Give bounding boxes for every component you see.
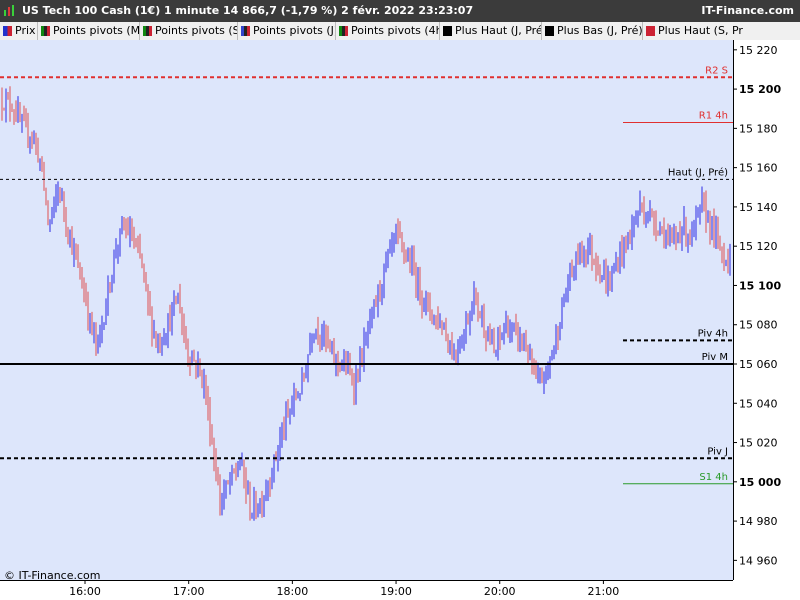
- level-label: S1 4h: [699, 472, 728, 483]
- legend-item-plus-haut-j[interactable]: Plus Haut (J, Pré): [440, 22, 542, 40]
- y-tick-label: 15 200: [739, 83, 781, 96]
- x-tick-label: 21:00: [588, 585, 620, 598]
- x-tick-label: 19:00: [380, 585, 412, 598]
- y-tick-label: 15 080: [739, 319, 778, 332]
- y-tick-label: 15 220: [739, 44, 778, 57]
- title-bar: US Tech 100 Cash (1€) 1 minute 14 866,7 …: [0, 0, 800, 22]
- pivot-swatch-icon: [41, 26, 50, 36]
- level-swatch-icon: [646, 26, 655, 36]
- y-tick-label: 15 180: [739, 122, 778, 135]
- y-tick-label: 15 140: [739, 201, 778, 214]
- legend-bar: Prix Points pivots (M) Points pivots (S)…: [0, 22, 800, 41]
- brand-name: IT-Finance.com: [701, 4, 794, 17]
- x-tick-label: 16:00: [69, 585, 101, 598]
- candlestick-chart-icon: [4, 5, 14, 16]
- level-swatch-icon: [443, 26, 452, 36]
- level-label: Piv J: [707, 446, 728, 457]
- price-swatch-icon: [3, 26, 12, 36]
- x-tick-label: 17:00: [173, 585, 205, 598]
- legend-item-prix[interactable]: Prix: [0, 22, 38, 40]
- legend-item-pivots-4h[interactable]: Points pivots (4h): [336, 22, 440, 40]
- price-bars: [1, 86, 731, 521]
- x-axis: 16:00 17:00 18:00 19:00 20:00 21:00: [0, 580, 733, 598]
- level-label: R1 4h: [699, 110, 728, 121]
- legend-item-plus-bas-j[interactable]: Plus Bas (J, Pré): [542, 22, 643, 40]
- level-label: R2 S: [705, 65, 728, 76]
- pivot-levels: R2 S R1 4h Haut (J, Pré) Piv 4h Piv M Piv J S1…: [0, 65, 733, 485]
- level-label: Piv M: [702, 352, 728, 363]
- y-tick-label: 15 120: [739, 240, 778, 253]
- y-tick-label: 15 000: [739, 476, 781, 489]
- chart-title: US Tech 100 Cash (1€) 1 minute 14 866,7 …: [22, 4, 474, 17]
- level-label: Haut (J, Pré): [668, 166, 728, 178]
- y-tick-label: 15 060: [739, 358, 778, 371]
- pivot-swatch-icon: [339, 26, 348, 36]
- x-tick-label: 20:00: [484, 585, 516, 598]
- y-tick-label: 14 980: [739, 515, 778, 528]
- level-label: Piv 4h: [698, 328, 728, 339]
- y-tick-label: 14 960: [739, 554, 778, 567]
- legend-item-plus-haut-s[interactable]: Plus Haut (S, Pr: [643, 22, 800, 40]
- y-axis: 14 960 14 980 15 000 15 020 15 040 15 060 15 0…: [733, 40, 781, 580]
- price-chart[interactable]: R2 S R1 4h Haut (J, Pré) Piv 4h Piv M Piv J S1…: [0, 40, 800, 600]
- level-swatch-icon: [545, 26, 554, 36]
- y-tick-label: 15 160: [739, 162, 778, 175]
- pivot-swatch-icon: [241, 26, 250, 36]
- legend-item-pivots-s[interactable]: Points pivots (S): [140, 22, 238, 40]
- pivot-swatch-icon: [143, 26, 152, 36]
- watermark: © IT-Finance.com: [4, 569, 101, 582]
- y-tick-label: 15 040: [739, 397, 778, 410]
- x-tick-label: 18:00: [277, 585, 309, 598]
- y-tick-label: 15 100: [739, 279, 781, 292]
- y-tick-label: 15 020: [739, 437, 778, 450]
- legend-item-pivots-m[interactable]: Points pivots (M): [38, 22, 140, 40]
- plot-area[interactable]: [0, 40, 733, 580]
- legend-item-pivots-j[interactable]: Points pivots (J): [238, 22, 336, 40]
